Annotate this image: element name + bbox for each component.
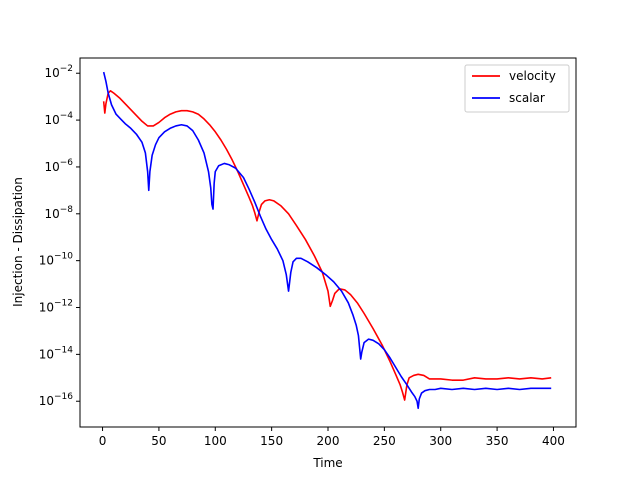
x-tick-label: 100 [204,434,227,448]
y-tick-label: 10−10 [39,252,74,268]
x-tick-label: 400 [542,434,565,448]
x-tick-label: 0 [99,434,107,448]
y-axis: 10−16 10−14 10−12 10−10 10−8 10−6 10−4 10−2 [39,64,80,408]
legend: velocity scalar [464,64,570,113]
x-tick-label: 350 [486,434,509,448]
y-tick-label: 10−16 [39,392,74,408]
y-axis-label: Injection - Dissipation [11,177,25,307]
plot-area [80,58,576,427]
y-tick-label: 10−4 [44,111,73,127]
x-tick-label: 300 [429,434,452,448]
legend-label-velocity: velocity [509,69,556,83]
y-tick-label: 10−2 [44,64,73,80]
legend-label-scalar: scalar [509,91,545,105]
y-tick-label: 10−8 [44,205,73,221]
series-layer [102,71,552,410]
y-tick-label: 10−12 [39,299,73,315]
series-line-velocity [102,90,552,401]
series-line-scalar [102,71,552,410]
x-tick-label: 150 [260,434,283,448]
x-tick-label: 50 [151,434,166,448]
y-tick-label: 10−6 [44,158,73,174]
y-tick-label: 10−14 [39,345,74,361]
x-axis-label: Time [312,456,342,470]
x-tick-label: 200 [317,434,340,448]
x-axis: 0 50 100 150 200 250 300 350 400 [99,427,565,448]
x-tick-label: 250 [373,434,396,448]
